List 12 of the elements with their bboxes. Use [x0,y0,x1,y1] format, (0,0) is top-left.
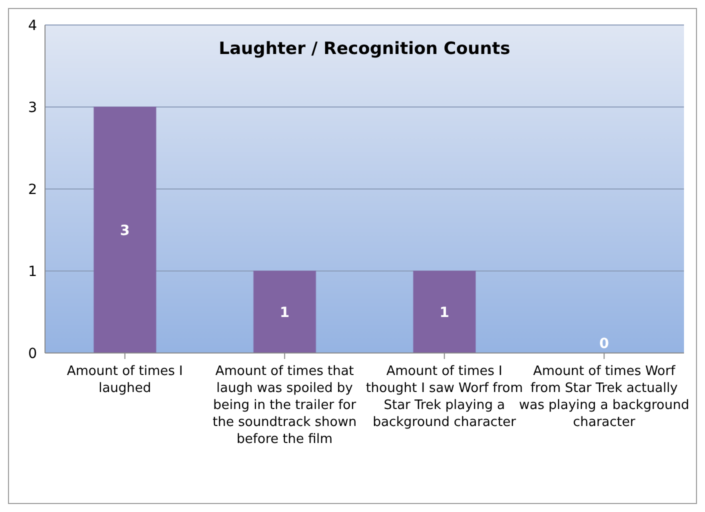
text: Laughter / Recognition Counts [218,39,512,59]
y-tick-label: 3 [28,100,37,116]
y-tick-label: 2 [28,182,37,198]
data-label: 1 [440,305,450,321]
y-tick-label: 0 [28,346,37,362]
y-tick-label: 1 [28,264,37,280]
data-label: 3 [120,223,130,239]
data-label: 0 [599,336,610,352]
x-tick-label: Amount of times that laugh was spoiled by being in the trailer for the soundtrack shown before the film [212,364,357,447]
data-label: 1 [280,305,290,321]
y-tick-label: 4 [28,18,38,34]
x-tick-label: Amount of times I laughed [66,364,183,396]
